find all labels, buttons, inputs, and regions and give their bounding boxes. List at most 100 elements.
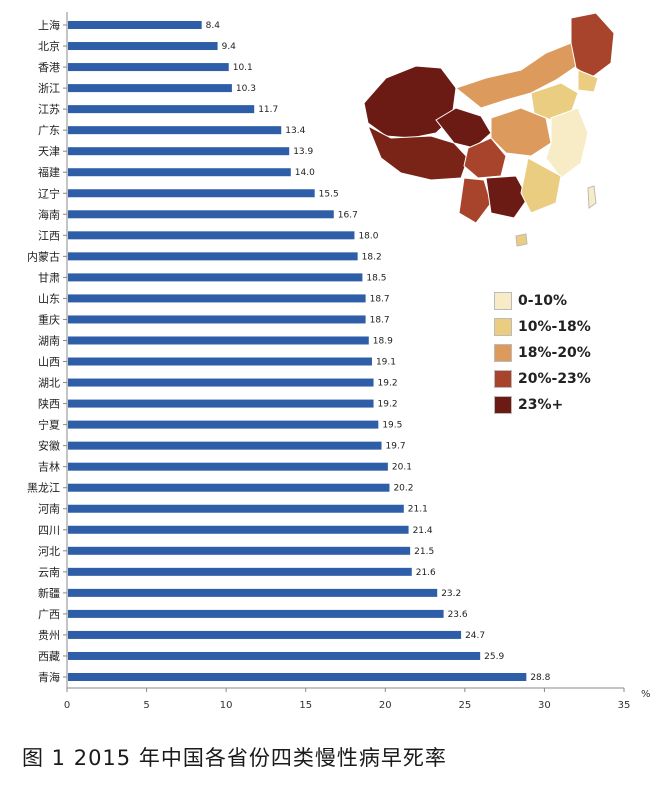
x-tick-label: 25 bbox=[458, 700, 471, 711]
bar bbox=[68, 441, 382, 450]
category-label: 湖北 bbox=[38, 377, 60, 390]
data-label: 18.7 bbox=[370, 315, 390, 325]
map-region-hainan bbox=[515, 233, 528, 247]
x-tick-label: 35 bbox=[618, 700, 631, 711]
legend-swatch bbox=[494, 396, 512, 414]
bar bbox=[68, 588, 438, 597]
data-label: 21.5 bbox=[414, 547, 434, 557]
category-label: 四川 bbox=[38, 524, 60, 537]
x-tick-label: 15 bbox=[299, 700, 312, 711]
data-label: 18.9 bbox=[373, 336, 393, 346]
data-label: 13.4 bbox=[285, 126, 305, 136]
data-label: 20.2 bbox=[393, 484, 413, 494]
data-label: 21.1 bbox=[408, 505, 428, 515]
category-label: 新疆 bbox=[38, 586, 60, 600]
bar bbox=[68, 525, 409, 534]
category-label: 云南 bbox=[38, 566, 60, 579]
category-label: 江西 bbox=[38, 229, 60, 242]
category-label: 上海 bbox=[38, 18, 60, 32]
x-tick-label: 5 bbox=[143, 700, 149, 711]
data-label: 19.2 bbox=[378, 379, 398, 389]
category-label: 广西 bbox=[38, 608, 60, 621]
map-region-tibet bbox=[367, 124, 469, 181]
data-label: 10.1 bbox=[233, 63, 253, 73]
bar bbox=[68, 147, 290, 156]
bar bbox=[68, 210, 334, 219]
data-label: 23.6 bbox=[448, 610, 468, 620]
bar bbox=[68, 105, 255, 114]
legend-label: 10%-18% bbox=[518, 319, 591, 335]
category-label: 黑龙江 bbox=[27, 482, 60, 495]
data-label: 14.0 bbox=[295, 168, 315, 178]
legend-item: 10%-18% bbox=[494, 314, 612, 340]
category-label: 河南 bbox=[38, 503, 60, 516]
x-tick-label: 20 bbox=[379, 700, 392, 711]
bar bbox=[68, 336, 369, 345]
data-label: 18.0 bbox=[358, 231, 378, 241]
data-label: 25.9 bbox=[484, 652, 504, 662]
bar bbox=[68, 126, 282, 135]
data-label: 18.7 bbox=[370, 294, 390, 304]
x-tick-label: 0 bbox=[64, 700, 70, 711]
legend-item: 20%-23% bbox=[494, 366, 612, 392]
legend-label: 18%-20% bbox=[518, 345, 591, 361]
category-label: 甘肃 bbox=[38, 271, 60, 284]
bar bbox=[68, 42, 218, 51]
category-label: 西藏 bbox=[38, 650, 60, 663]
legend-swatch bbox=[494, 292, 512, 310]
bar bbox=[68, 420, 379, 429]
data-label: 23.2 bbox=[441, 589, 461, 599]
category-label: 贵州 bbox=[38, 629, 60, 642]
data-label: 15.5 bbox=[319, 189, 339, 199]
bar bbox=[68, 378, 374, 387]
x-tick-label: 10 bbox=[220, 700, 233, 711]
data-label: 9.4 bbox=[222, 42, 237, 52]
legend-label: 20%-23% bbox=[518, 371, 591, 387]
data-label: 18.5 bbox=[366, 273, 386, 283]
category-label: 广东 bbox=[38, 124, 60, 137]
legend-item: 23%+ bbox=[494, 392, 612, 418]
x-axis: 0 5 10 15 20 25 30 35 bbox=[63, 12, 630, 711]
category-label: 辽宁 bbox=[38, 186, 60, 200]
data-label: 21.4 bbox=[413, 526, 433, 536]
category-label: 山西 bbox=[38, 356, 60, 369]
category-label: 湖南 bbox=[38, 334, 60, 347]
bar bbox=[68, 546, 411, 555]
bar bbox=[68, 231, 355, 240]
bar bbox=[68, 504, 404, 513]
legend-swatch bbox=[494, 344, 512, 362]
category-label: 浙江 bbox=[38, 82, 60, 95]
legend-swatch bbox=[494, 318, 512, 336]
category-label: 内蒙古 bbox=[27, 249, 60, 263]
category-label: 青海 bbox=[38, 670, 60, 684]
map-region-yunnan bbox=[458, 177, 492, 224]
bar bbox=[68, 651, 481, 660]
bar bbox=[68, 168, 291, 177]
map-region-taiwan bbox=[587, 185, 597, 209]
data-label: 10.3 bbox=[236, 84, 256, 94]
bar bbox=[68, 483, 390, 492]
bar bbox=[68, 252, 358, 261]
category-label: 山东 bbox=[38, 292, 60, 305]
legend-item: 0-10% bbox=[494, 288, 612, 314]
bar bbox=[68, 315, 366, 324]
category-label: 陕西 bbox=[38, 397, 60, 411]
category-label: 北京 bbox=[38, 39, 60, 53]
category-label: 重庆 bbox=[38, 312, 60, 326]
bar bbox=[68, 673, 527, 681]
data-label: 11.7 bbox=[258, 105, 278, 115]
bar bbox=[68, 609, 444, 618]
data-label: 19.7 bbox=[386, 442, 406, 452]
category-label: 宁夏 bbox=[38, 418, 60, 432]
bar bbox=[68, 189, 315, 198]
category-label: 天津 bbox=[38, 145, 60, 158]
unit-label: % bbox=[641, 689, 651, 700]
map-legend: 0-10% 10%-18% 18%-20% 20%-23% 23%+ bbox=[494, 288, 612, 418]
figure-caption: 图 1 2015 年中国各省份四类慢性病早死率 bbox=[22, 746, 447, 770]
map-region-liaoning bbox=[577, 69, 599, 93]
map-region-northeast bbox=[570, 12, 615, 79]
category-label: 江苏 bbox=[38, 103, 60, 116]
china-choropleth-map bbox=[363, 12, 615, 247]
category-label: 吉林 bbox=[38, 460, 60, 474]
